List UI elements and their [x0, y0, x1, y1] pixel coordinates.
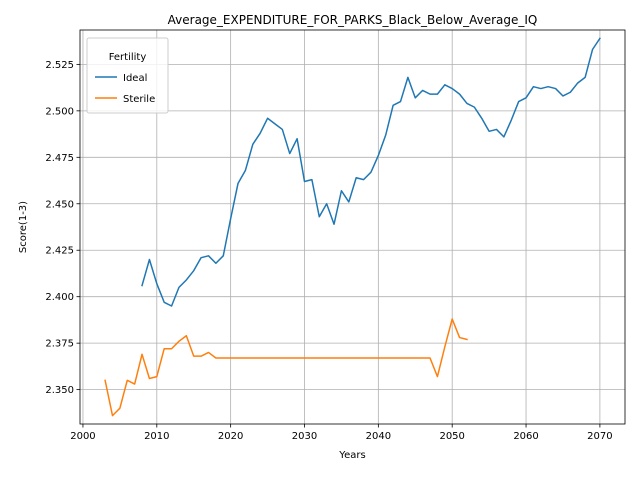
x-tick-label: 2060: [513, 431, 538, 442]
y-tick-label: 2.350: [45, 385, 74, 396]
legend-box: [86, 37, 169, 114]
y-tick-label: 2.450: [45, 199, 74, 210]
legend-title: Fertility: [109, 52, 147, 63]
x-tick-label: 2010: [144, 431, 169, 442]
legend: Fertility Ideal Sterile: [86, 37, 169, 114]
y-tick-label: 2.475: [45, 153, 74, 164]
plot-series: [104, 37, 601, 417]
legend-label-sterile: Sterile: [123, 94, 155, 105]
x-tick-label: 2070: [587, 431, 612, 442]
x-tick-label: 2020: [218, 431, 243, 442]
grid-lines: [80, 30, 625, 424]
series-line-sterile: [104, 318, 468, 417]
y-tick-label: 2.425: [45, 246, 74, 257]
plot-frame: [79, 29, 626, 425]
series-line-ideal: [141, 37, 601, 307]
x-axis-label: Years: [338, 450, 365, 461]
x-tick-label: 2040: [366, 431, 391, 442]
y-tick-label: 2.375: [45, 339, 74, 350]
axis-ticks: 2000 2010 2020 2030 2040 2050 2060 2070 2.350 2.3…: [45, 60, 612, 442]
x-tick-label: 2050: [439, 431, 464, 442]
x-tick-label: 2000: [70, 431, 95, 442]
y-axis-label: Score(1-3): [18, 201, 29, 253]
y-tick-label: 2.525: [45, 60, 74, 71]
legend-label-ideal: Ideal: [123, 73, 147, 84]
y-tick-label: 2.400: [45, 292, 74, 303]
y-tick-label: 2.500: [45, 106, 74, 117]
x-tick-label: 2030: [292, 431, 317, 442]
chart-title: Average_EXPENDITURE_FOR_PARKS_Black_Belo…: [168, 13, 538, 27]
